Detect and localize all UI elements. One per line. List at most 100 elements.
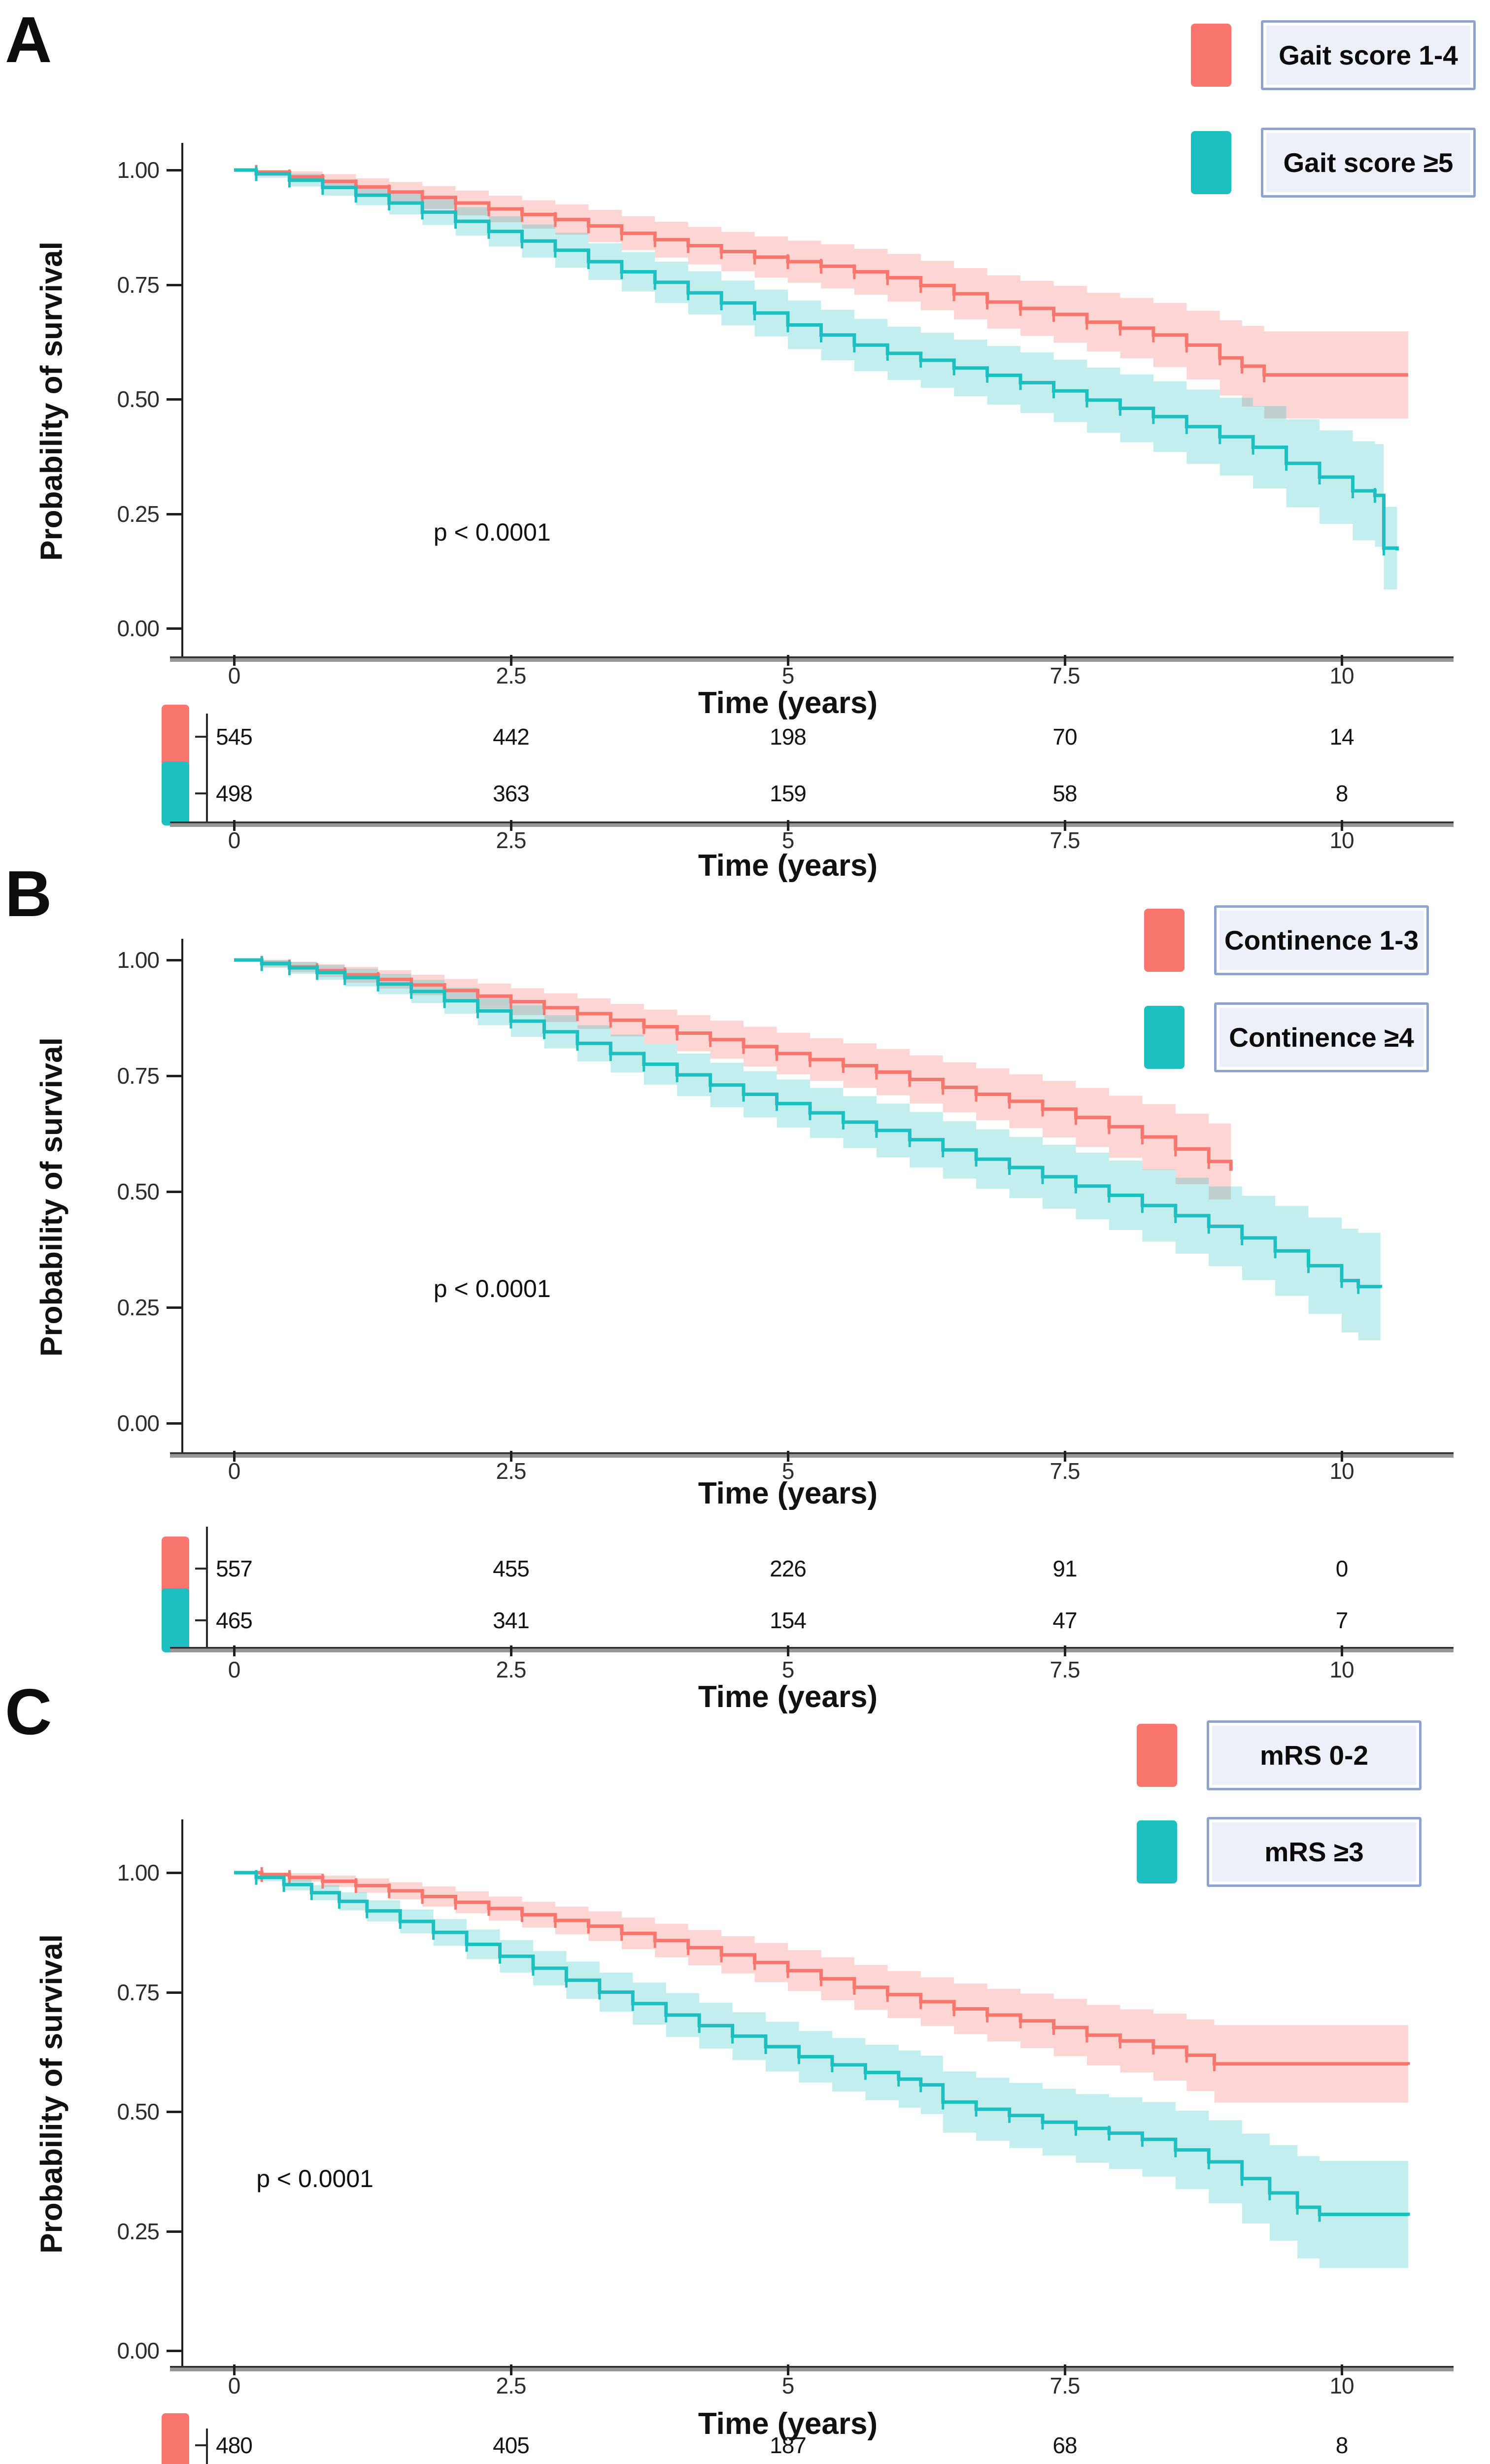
risk-x-tick-label: 10 bbox=[1329, 827, 1354, 853]
y-axis-title: Probability of survival bbox=[34, 1934, 69, 2254]
x-tick-label: 2.5 bbox=[496, 1458, 527, 1484]
y-tick-mark bbox=[167, 627, 181, 630]
risk-count: 480 bbox=[216, 2432, 253, 2458]
risk-count: 545 bbox=[216, 724, 253, 750]
x-axis-title: Time (years) bbox=[698, 686, 878, 720]
x-tick-mark bbox=[233, 1451, 236, 1462]
x-tick-label: 0 bbox=[228, 663, 241, 688]
x-tick-mark bbox=[233, 655, 236, 666]
x-tick-label: 7.5 bbox=[1050, 1458, 1081, 1484]
risk-x-tick-mark bbox=[1341, 820, 1343, 831]
km-plot-A bbox=[234, 165, 1408, 592]
censor-ticks bbox=[255, 166, 1385, 556]
x-tick-label: 10 bbox=[1329, 663, 1354, 688]
x-tick-label: 7.5 bbox=[1050, 2373, 1081, 2398]
risk-row-swatch bbox=[162, 1588, 189, 1652]
risk-count: 341 bbox=[493, 1608, 530, 1633]
x-tick-label: 5 bbox=[781, 1458, 795, 1484]
panel-b-letter: B bbox=[5, 857, 52, 930]
y-tick-mark bbox=[167, 398, 181, 401]
risk-row-swatch bbox=[162, 705, 189, 769]
y-tick-label: 0.00 bbox=[117, 2338, 160, 2363]
y-tick-label: 0.50 bbox=[117, 2099, 160, 2124]
risk-x-tick-label: 0 bbox=[228, 827, 241, 853]
risk-x-tick-label: 10 bbox=[1329, 1657, 1354, 1682]
y-tick-label: 0.75 bbox=[117, 1063, 160, 1089]
y-tick-label: 1.00 bbox=[117, 157, 160, 183]
censor-ticks bbox=[260, 1867, 1216, 2071]
x-tick-label: 5 bbox=[781, 663, 795, 688]
risk-x-tick-label: 7.5 bbox=[1050, 827, 1081, 853]
risk-x-tick-label: 0 bbox=[228, 1657, 241, 1682]
y-tick-mark bbox=[167, 1422, 181, 1425]
y-axis-line bbox=[181, 939, 183, 1455]
risk-x-tick-mark bbox=[1341, 1645, 1343, 1656]
x-tick-mark bbox=[510, 1451, 512, 1462]
y-tick-label: 0.50 bbox=[117, 1179, 160, 1204]
x-tick-mark bbox=[787, 2364, 789, 2375]
y-tick-label: 0.25 bbox=[117, 1295, 160, 1320]
legend-swatch-group1 bbox=[1137, 1724, 1177, 1787]
y-tick-mark bbox=[167, 2111, 181, 2113]
ci-band bbox=[234, 960, 1231, 1211]
x-tick-label: 5 bbox=[781, 2373, 795, 2398]
y-axis-line bbox=[181, 143, 183, 659]
legend-label-group1: Gait score 1-4 bbox=[1261, 20, 1476, 90]
risk-count: 405 bbox=[493, 2432, 530, 2458]
ci-band bbox=[234, 1873, 1408, 2108]
km-curve bbox=[234, 168, 1408, 377]
x-tick-label: 2.5 bbox=[496, 2373, 527, 2398]
x-tick-mark bbox=[1064, 655, 1066, 666]
y-tick-mark bbox=[167, 169, 181, 171]
ci-band bbox=[234, 1873, 1408, 2271]
risk-row-tick bbox=[195, 1619, 206, 1621]
y-axis-title: Probability of survival bbox=[34, 241, 69, 561]
x-axis-line bbox=[170, 656, 1454, 662]
y-tick-mark bbox=[167, 1075, 181, 1077]
x-tick-mark bbox=[1341, 1451, 1343, 1462]
risk-x-tick-mark bbox=[787, 1645, 789, 1656]
x-tick-mark bbox=[787, 655, 789, 666]
x-tick-mark bbox=[787, 1451, 789, 1462]
y-tick-label: 0.25 bbox=[117, 501, 160, 527]
risk-row-tick bbox=[195, 2444, 206, 2446]
y-tick-mark bbox=[167, 959, 181, 961]
ci-band bbox=[234, 170, 1408, 419]
x-tick-mark bbox=[1064, 2364, 1066, 2375]
x-tick-label: 0 bbox=[228, 2373, 241, 2398]
risk-count: 455 bbox=[493, 1556, 530, 1581]
y-axis-title: Probability of survival bbox=[34, 1037, 69, 1357]
panel-c-letter: C bbox=[5, 1676, 52, 1748]
panel-a-letter: A bbox=[5, 3, 52, 76]
risk-x-tick-mark bbox=[1064, 820, 1066, 831]
risk-row-swatch bbox=[162, 761, 189, 825]
risk-count: 14 bbox=[1329, 724, 1354, 750]
risk-row-tick bbox=[195, 792, 206, 794]
risk-count: 187 bbox=[770, 2432, 807, 2458]
y-tick-mark bbox=[167, 2230, 181, 2233]
risk-row-tick bbox=[195, 736, 206, 738]
y-tick-label: 0.00 bbox=[117, 616, 160, 641]
risk-count: 0 bbox=[1335, 1556, 1349, 1581]
y-tick-mark bbox=[167, 1191, 181, 1193]
y-tick-mark bbox=[167, 1991, 181, 1994]
risk-count: 68 bbox=[1052, 2432, 1077, 2458]
y-tick-mark bbox=[167, 283, 181, 286]
risk-row-swatch bbox=[162, 2413, 189, 2464]
x-axis-line bbox=[170, 1452, 1454, 1458]
risk-x-axis-line bbox=[170, 1647, 1454, 1652]
y-tick-label: 0.00 bbox=[117, 1410, 160, 1436]
x-axis-line bbox=[170, 2366, 1454, 2371]
risk-x-axis-line bbox=[170, 821, 1454, 827]
censor-ticks bbox=[260, 956, 1360, 1294]
risk-count: 159 bbox=[770, 781, 807, 806]
censor-ticks bbox=[255, 1870, 1321, 2222]
risk-x-tick-label: 5 bbox=[781, 827, 795, 853]
risk-count: 91 bbox=[1052, 1556, 1077, 1581]
risk-x-tick-mark bbox=[1064, 1645, 1066, 1656]
risk-x-tick-label: 2.5 bbox=[496, 827, 527, 853]
x-tick-mark bbox=[510, 655, 512, 666]
risk-x-tick-label: 7.5 bbox=[1050, 1657, 1081, 1682]
y-tick-mark bbox=[167, 513, 181, 515]
